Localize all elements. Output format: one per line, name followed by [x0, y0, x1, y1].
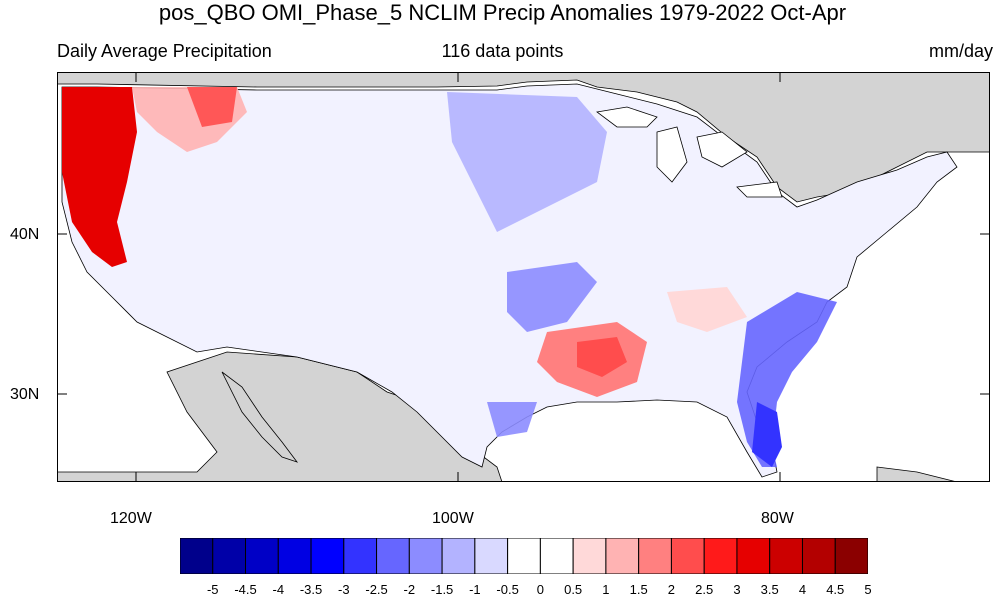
colorbar-swatch — [376, 538, 410, 574]
colorbar-swatch — [310, 538, 345, 574]
colorbar-swatch — [539, 538, 574, 574]
colorbar-swatch — [769, 538, 803, 574]
colorbar-label: -2 — [403, 582, 416, 597]
positive-anomaly-carolinas — [667, 287, 747, 332]
colorbar-label: -5 — [206, 582, 219, 597]
colorbar-swatch — [605, 538, 640, 574]
colorbar-swatch — [441, 538, 476, 574]
colorbar-label: 3 — [733, 582, 741, 597]
negative-anomaly-florida — [752, 402, 782, 467]
colorbar-swatch — [474, 538, 509, 574]
positive-anomaly-idaho — [187, 87, 237, 127]
colorbar-label: 1 — [602, 582, 610, 597]
colorbar-label: 0.5 — [564, 582, 583, 597]
colorbar-label: 1.5 — [629, 582, 648, 597]
subtitle-center: 116 data points — [441, 41, 564, 61]
subtitle-units: mm/day — [928, 41, 993, 61]
lon-label-100w: 100W — [432, 510, 474, 527]
lon-label-120w: 120W — [110, 510, 152, 527]
colorbar-swatch — [572, 538, 607, 574]
canada-landmass — [57, 72, 990, 203]
colorbar-label: -3.5 — [299, 582, 323, 597]
lat-label-40n: 40N — [10, 226, 40, 243]
positive-anomaly-pacific-northwest — [62, 87, 137, 267]
colorbar-label: -3 — [338, 582, 350, 597]
colorbar-label: 4.5 — [826, 582, 845, 597]
colorbar-swatch — [277, 538, 312, 574]
negative-anomaly-gulf — [487, 402, 537, 437]
colorbar-label: 4 — [798, 582, 807, 597]
lat-label-30n: 30N — [10, 386, 40, 403]
map-panel — [57, 72, 990, 482]
map-border — [57, 72, 990, 482]
colorbar-label: -4.5 — [234, 582, 257, 597]
colorbar-swatch — [212, 538, 247, 574]
colorbar-label: 5 — [864, 582, 872, 597]
lon-label-80w: 80W — [761, 510, 794, 527]
colorbar-label: 2 — [667, 582, 676, 597]
great-lakes — [596, 106, 783, 198]
colorbar-swatch — [343, 538, 378, 574]
colorbar-swatch — [408, 538, 443, 574]
colorbar-swatch — [180, 538, 214, 574]
colorbar-swatch — [507, 538, 541, 574]
colorbar-label: 3.5 — [760, 582, 779, 597]
colorbar-swatches — [180, 538, 868, 574]
colorbar-label: -1 — [469, 582, 481, 597]
subtitle-left: Daily Average Precipitation — [57, 41, 272, 61]
colorbar-swatch — [801, 538, 836, 574]
positive-anomaly-core — [577, 337, 627, 377]
colorbar-label: 0 — [536, 582, 544, 597]
colorbar-swatch — [670, 538, 705, 574]
baja-peninsula — [221, 371, 299, 463]
colorbar — [180, 538, 868, 574]
colorbar-swatch — [834, 538, 868, 574]
colorbar-swatch — [736, 538, 771, 574]
colorbar-label: -0.5 — [496, 582, 519, 597]
colorbar-label: -1.5 — [430, 582, 454, 597]
negative-anomaly-plains — [507, 262, 597, 332]
colorbar-label: -2.5 — [365, 582, 388, 597]
colorbar-label: 2.5 — [695, 582, 714, 597]
colorbar-swatch — [638, 538, 672, 574]
colorbar-swatch — [245, 538, 279, 574]
precip-anomaly-map — [57, 72, 990, 482]
map-title: pos_QBO OMI_Phase_5 NCLIM Precip Anomali… — [158, 0, 847, 25]
negative-anomaly-north-central — [447, 92, 607, 232]
colorbar-label: -4 — [272, 582, 285, 597]
colorbar-swatch — [703, 538, 738, 574]
caribbean-islands — [876, 466, 958, 482]
